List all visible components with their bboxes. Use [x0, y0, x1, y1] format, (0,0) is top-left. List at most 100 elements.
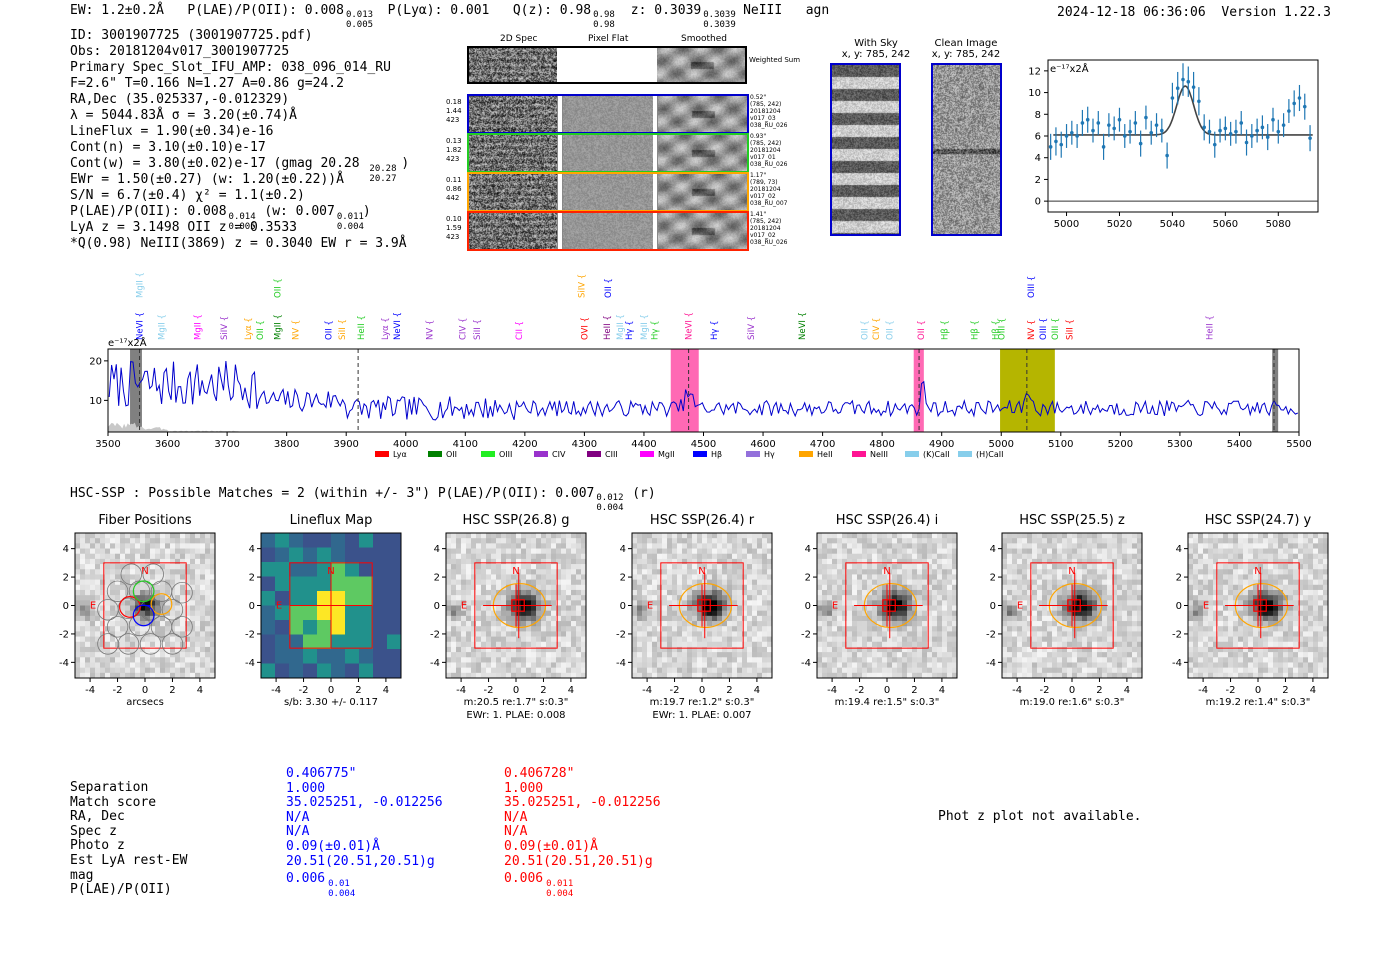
- image-pixel: [1107, 615, 1113, 622]
- image-pixel: [195, 667, 201, 674]
- image-pixel: [852, 626, 858, 632]
- image-pixel: [877, 595, 883, 601]
- image-pixel: [837, 584, 843, 591]
- image-pixel: [882, 652, 888, 658]
- image-pixel: [1132, 595, 1138, 601]
- image-pixel: [667, 595, 673, 601]
- image-pixel: [922, 538, 928, 544]
- col-header-smoothed: Smoothed: [681, 34, 727, 44]
- image-pixel: [531, 615, 537, 622]
- image-pixel: [1017, 646, 1023, 653]
- image-pixel: [486, 584, 492, 591]
- header-z: z: 0.3039: [630, 3, 702, 18]
- image-pixel: [1107, 641, 1113, 648]
- image-pixel: [200, 589, 206, 596]
- cutout-row: 0.10 1.59 423 1.41" (785, 242) 20181204 v017_0…: [440, 211, 800, 251]
- image-pixel: [667, 657, 673, 663]
- image-pixel: [687, 610, 693, 617]
- image-pixel: [872, 600, 878, 606]
- image-pixel: [145, 533, 151, 539]
- image-pixel: [1052, 574, 1058, 580]
- fiber-circle: [139, 633, 162, 655]
- image-pixel: [566, 564, 572, 570]
- image-pixel: [837, 641, 843, 648]
- spectrum-line-label: OII {: [604, 278, 614, 298]
- image-pixel: [817, 584, 823, 591]
- image-pixel: [100, 621, 106, 627]
- image-pixel: [451, 589, 457, 596]
- image-pixel: [165, 533, 171, 539]
- image-pixel: [702, 657, 708, 663]
- image-pixel: [1112, 579, 1118, 586]
- image-pixel: [120, 589, 126, 596]
- image-pixel: [1228, 548, 1234, 555]
- hsc-panel-caption: s/b: 3.30 +/- 0.117: [284, 697, 378, 708]
- image-pixel: [546, 584, 552, 591]
- image-pixel: [536, 569, 542, 575]
- panel-ytick-label: -2: [59, 629, 69, 640]
- image-pixel: [917, 574, 923, 580]
- image-pixel: [637, 558, 643, 565]
- image-pixel: [937, 538, 943, 544]
- image-pixel: [727, 569, 733, 575]
- image-pixel: [1022, 667, 1028, 674]
- image-pixel: [1027, 558, 1033, 565]
- image-pixel: [1122, 533, 1128, 539]
- image-pixel: [195, 646, 201, 653]
- image-pixel: [170, 538, 176, 544]
- image-pixel: [481, 631, 487, 637]
- legend-label: (K)CaII: [923, 450, 950, 459]
- image-pixel: [667, 584, 673, 591]
- image-pixel: [937, 569, 943, 575]
- flux-map-pixel: [387, 663, 402, 679]
- image-pixel: [637, 543, 643, 549]
- image-pixel: [150, 652, 156, 658]
- image-pixel: [1198, 558, 1204, 565]
- image-pixel: [551, 589, 557, 596]
- image-pixel: [506, 564, 512, 570]
- image-pixel: [857, 610, 863, 617]
- image-pixel: [722, 579, 728, 586]
- image-pixel: [1012, 533, 1018, 539]
- image-pixel: [662, 584, 668, 591]
- image-pixel: [682, 595, 688, 601]
- image-pixel: [887, 636, 893, 643]
- image-pixel: [1223, 569, 1229, 575]
- image-pixel: [1293, 558, 1299, 565]
- image-pixel: [200, 564, 206, 570]
- image-pixel: [1057, 533, 1063, 539]
- image-pixel: [1017, 641, 1023, 648]
- image-pixel: [952, 600, 958, 606]
- image-pixel: [822, 641, 828, 648]
- image-pixel: [461, 667, 467, 674]
- image-pixel: [702, 652, 708, 658]
- image-pixel: [657, 595, 663, 601]
- spectrum-xtick-label: 4800: [869, 439, 894, 450]
- image-pixel: [571, 615, 577, 622]
- image-pixel: [135, 641, 141, 648]
- image-pixel: [632, 631, 638, 637]
- image-pixel: [1037, 667, 1043, 674]
- image-pixel: [551, 667, 557, 674]
- image-pixel: [1072, 569, 1078, 575]
- image-pixel: [927, 564, 933, 570]
- image-pixel: [642, 538, 648, 544]
- image-pixel: [526, 574, 532, 580]
- image-pixel: [922, 662, 928, 668]
- image-pixel: [732, 667, 738, 674]
- flux-map-pixel: [387, 576, 402, 592]
- image-pixel: [862, 538, 868, 544]
- image-pixel: [175, 636, 181, 643]
- image-pixel: [486, 662, 492, 668]
- flux-map-pixel: [387, 591, 402, 606]
- image-pixel: [1318, 584, 1324, 591]
- image-pixel: [937, 595, 943, 601]
- image-pixel: [205, 657, 211, 663]
- image-pixel: [446, 641, 452, 648]
- image-pixel: [1228, 589, 1234, 596]
- image-pixel: [732, 621, 738, 627]
- image-pixel: [551, 595, 557, 601]
- image-pixel: [947, 641, 953, 648]
- image-pixel: [556, 657, 562, 663]
- image-pixel: [717, 636, 723, 643]
